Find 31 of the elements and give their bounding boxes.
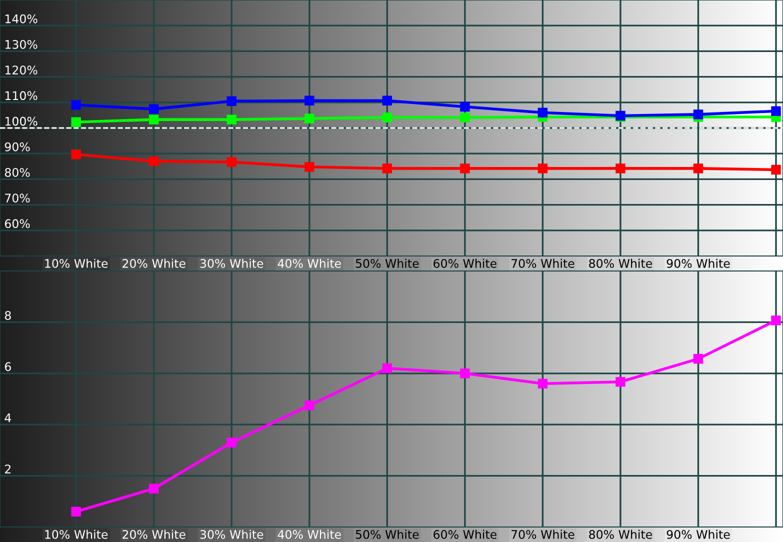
y-tick-label: 70% bbox=[5, 194, 30, 203]
y-tick-label: 120% bbox=[5, 66, 38, 75]
y-tick-label: 6 bbox=[4, 362, 11, 372]
y-tick-label: 8 bbox=[4, 310, 11, 320]
x-tick-label: 50% White bbox=[356, 258, 419, 268]
x-tick-label: 70% White bbox=[512, 530, 574, 539]
x-tick-label: 50% White bbox=[356, 530, 419, 539]
x-tick-label: 30% White bbox=[200, 258, 264, 268]
y-tick-label: 60% bbox=[4, 219, 30, 228]
x-tick-label: 80% White bbox=[589, 258, 652, 268]
y-tick-label: 140% bbox=[5, 14, 38, 24]
y-tick-label: 2 bbox=[5, 464, 10, 474]
x-tick-label: 20% White bbox=[122, 258, 186, 268]
x-tick-label: 40% White bbox=[278, 530, 341, 539]
y-tick-label: 100% bbox=[5, 116, 38, 126]
y-tick-label: 110% bbox=[5, 91, 38, 100]
x-tick-label: 40% White bbox=[278, 258, 341, 268]
x-tick-label: 90% White bbox=[666, 530, 730, 539]
x-tick-label: 60% White bbox=[434, 530, 496, 539]
x-tick-label: 20% White bbox=[122, 530, 186, 539]
x-tick-label: 60% White bbox=[434, 258, 496, 268]
x-tick-label: 70% White bbox=[512, 258, 574, 268]
y-tick-label: 4 bbox=[4, 414, 12, 422]
x-tick-label: 10% White bbox=[45, 258, 108, 268]
y-tick-label: 130% bbox=[5, 40, 38, 49]
x-tick-label: 10% White bbox=[45, 530, 108, 539]
x-tick-label: 30% White bbox=[200, 530, 264, 539]
x-tick-label: 80% White bbox=[589, 530, 652, 539]
y-tick-label: 80% bbox=[4, 168, 30, 177]
y-tick-label: 90% bbox=[4, 142, 30, 152]
x-tick-label: 90% White bbox=[666, 258, 730, 268]
